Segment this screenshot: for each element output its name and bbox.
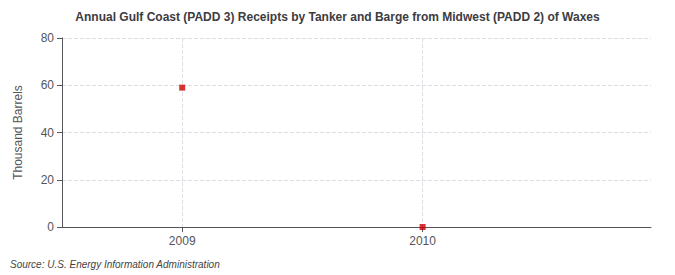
svg-text:0: 0 [47,220,54,234]
svg-text:Source: U.S. Energy Informatio: Source: U.S. Energy Information Administ… [10,259,220,270]
svg-text:80: 80 [41,31,55,45]
svg-text:Thousand Barrels: Thousand Barrels [11,85,25,180]
svg-text:2010: 2010 [409,234,436,248]
svg-text:60: 60 [41,78,55,92]
svg-text:2009: 2009 [169,234,196,248]
svg-text:Annual Gulf Coast (PADD 3) Rec: Annual Gulf Coast (PADD 3) Receipts by T… [75,10,600,24]
svg-text:20: 20 [41,173,55,187]
svg-text:40: 40 [41,126,55,140]
